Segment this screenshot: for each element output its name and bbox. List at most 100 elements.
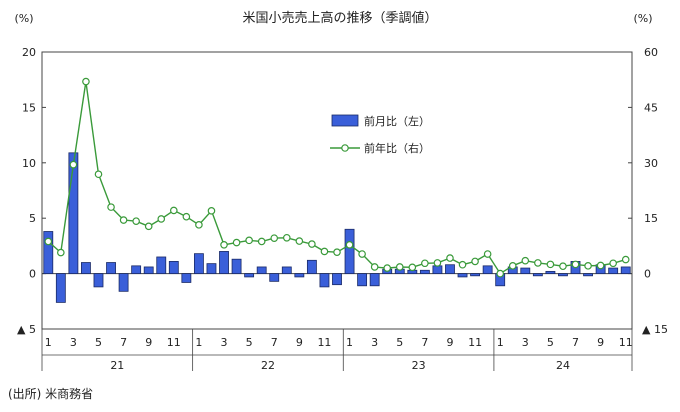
bar-mom: [81, 262, 91, 274]
point-yoy: [170, 206, 178, 215]
point-yoy: [308, 240, 316, 248]
bar-mom: [306, 259, 317, 274]
bar-mom: [558, 273, 568, 277]
left-tick-label: 15: [22, 101, 36, 114]
right-tick-label: 30: [644, 157, 658, 170]
month-label: 11: [468, 336, 482, 349]
bar-mom: [281, 266, 292, 274]
bar-mom: [332, 273, 342, 286]
bar-mom: [520, 267, 531, 274]
bar-mom: [143, 266, 154, 274]
bar-mom: [357, 273, 368, 287]
year-label: 22: [261, 359, 275, 372]
point-yoy: [232, 238, 241, 247]
month-label: 9: [145, 336, 152, 349]
bar-mom: [620, 266, 631, 274]
month-label: 3: [70, 336, 77, 349]
point-yoy: [57, 248, 65, 257]
bar-mom: [206, 263, 217, 274]
month-label: 1: [497, 336, 504, 349]
month-label: 11: [317, 336, 331, 349]
right-tick-label: 0: [644, 268, 651, 281]
point-yoy: [132, 217, 140, 225]
bar-series-mom: [43, 152, 631, 303]
month-label: 9: [296, 336, 303, 349]
point-yoy: [119, 216, 128, 224]
month-label: 3: [371, 336, 378, 349]
point-yoy: [521, 256, 530, 265]
year-label: 21: [110, 359, 124, 372]
point-yoy: [408, 263, 417, 272]
bar-mom: [457, 273, 468, 278]
month-label: 9: [446, 336, 453, 349]
left-axis-unit: (%): [14, 12, 33, 25]
month-label: 5: [95, 336, 102, 349]
year-label: 24: [556, 359, 570, 372]
point-yoy: [559, 262, 567, 271]
line-yoy-path: [47, 81, 626, 275]
point-yoy: [320, 247, 329, 256]
point-yoy: [471, 257, 479, 266]
bar-mom: [583, 273, 593, 277]
month-label: 11: [167, 336, 181, 349]
point-yoy: [333, 248, 341, 256]
point-yoy: [107, 203, 115, 211]
point-yoy: [220, 240, 228, 249]
month-label: 5: [246, 336, 253, 349]
point-yoy: [609, 259, 617, 268]
right-axis: 60 45 30 15 0 ▲ 15: [628, 46, 668, 336]
right-tick-label: 15: [644, 212, 658, 225]
point-yoy: [546, 260, 555, 269]
point-yoy: [446, 254, 454, 262]
point-yoy: [395, 263, 404, 271]
bar-mom: [419, 269, 430, 275]
month-label: 9: [597, 336, 604, 349]
point-yoy: [433, 259, 442, 267]
point-yoy: [383, 264, 392, 272]
month-label: 7: [120, 336, 127, 349]
right-tick-label: 45: [644, 101, 658, 114]
month-label: 1: [346, 336, 353, 349]
point-yoy: [621, 255, 630, 264]
bar-mom: [193, 253, 204, 275]
bar-mom: [269, 273, 280, 282]
point-yoy: [358, 250, 366, 258]
bar-mom: [344, 228, 355, 274]
bar-mom: [131, 265, 142, 274]
month-label: 11: [619, 336, 633, 349]
point-yoy: [421, 259, 429, 268]
point-yoy: [195, 221, 203, 229]
point-yoy: [245, 236, 253, 245]
legend-swatch-mom: [331, 114, 359, 127]
point-yoy: [207, 207, 216, 215]
bar-mom: [219, 251, 229, 275]
point-yoy: [584, 262, 592, 270]
year-label: 23: [412, 359, 426, 372]
left-tick-label: 0: [29, 268, 36, 281]
right-axis-unit: (%): [633, 12, 652, 25]
point-yoy: [82, 77, 90, 86]
left-tick-label: 10: [22, 157, 36, 170]
legend-label-mom: 前月比（左）: [364, 114, 430, 128]
point-yoy: [157, 215, 166, 223]
right-tick-label-negative: ▲ 15: [642, 323, 668, 336]
point-yoy: [295, 237, 304, 245]
point-yoy: [282, 233, 291, 242]
point-yoy: [345, 240, 354, 249]
point-yoy: [94, 170, 103, 179]
point-yoy: [370, 263, 379, 271]
left-tick-label: 20: [22, 46, 36, 59]
right-tick-label: 60: [644, 46, 658, 59]
plot-frame: [41, 51, 633, 330]
bar-mom: [68, 152, 79, 275]
legend-swatch-yoy-marker: [341, 144, 349, 152]
bar-mom: [156, 256, 167, 275]
point-yoy: [270, 234, 279, 242]
line-series-yoy: [44, 77, 630, 278]
month-label: 7: [271, 336, 278, 349]
bar-mom: [55, 273, 66, 303]
bar-mom: [445, 264, 455, 274]
point-yoy: [257, 237, 266, 246]
